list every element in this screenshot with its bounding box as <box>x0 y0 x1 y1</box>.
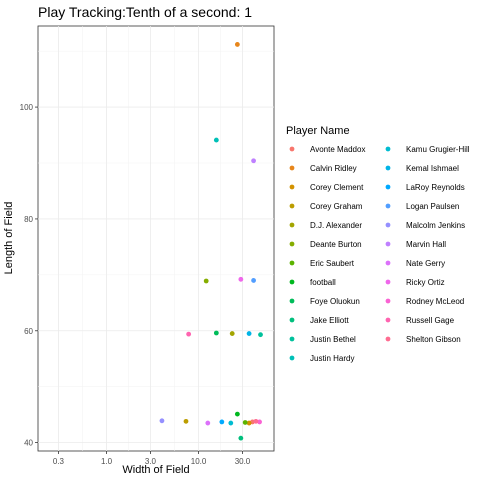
y-tick-label: 80 <box>24 215 33 224</box>
legend-key <box>385 222 391 228</box>
legend-label: Avonte Maddox <box>310 145 365 154</box>
legend-label: Kemal Ishmael <box>406 164 459 173</box>
legend: Player Name Avonte Maddox Calvin Ridley Co… <box>286 125 470 363</box>
data-point <box>228 420 234 426</box>
legend-key <box>385 184 391 190</box>
x-tick-label: 30.0 <box>235 457 251 466</box>
legend-label: D.J. Alexander <box>310 221 362 230</box>
legend-label: Corey Graham <box>310 202 363 211</box>
data-point <box>258 332 263 338</box>
legend-label: LaRoy Reynolds <box>406 183 465 192</box>
legend-label: Calvin Ridley <box>310 164 357 173</box>
x-tick-label: 3.0 <box>145 457 157 466</box>
legend-key <box>289 355 295 361</box>
x-axis-ticks: 0.3 1.0 3.0 10.0 30.0 <box>53 451 251 466</box>
legend-key <box>385 298 391 304</box>
data-point <box>159 418 165 424</box>
legend-label: Corey Clement <box>310 183 364 192</box>
data-point <box>242 420 248 425</box>
legend-label: Foye Oluokun <box>310 297 360 306</box>
legend-key <box>385 336 391 342</box>
data-point <box>219 419 225 425</box>
legend-label: Ricky Ortiz <box>406 278 445 287</box>
legend-key <box>289 260 295 266</box>
legend-label: Nate Gerry <box>406 259 445 268</box>
data-point <box>238 276 244 282</box>
legend-label: Russell Gage <box>406 316 455 325</box>
data-point <box>257 419 262 425</box>
y-tick-label: 40 <box>24 439 33 448</box>
legend-key <box>385 241 391 247</box>
legend-label: Rodney McLeod <box>406 297 464 306</box>
data-point <box>183 418 189 424</box>
legend-key <box>289 279 295 285</box>
legend-label: Deante Burton <box>310 240 362 249</box>
data-point <box>251 278 256 283</box>
data-points <box>159 42 263 441</box>
x-tick-label: 0.3 <box>53 457 65 466</box>
data-point <box>238 435 244 441</box>
legend-key <box>385 165 391 171</box>
legend-key <box>289 203 295 209</box>
data-point <box>251 158 256 164</box>
legend-key <box>385 317 391 323</box>
grid-minor <box>38 26 274 451</box>
legend-key <box>289 298 295 304</box>
legend-label: Jake Elliott <box>310 316 349 325</box>
data-point <box>205 420 211 426</box>
data-point <box>229 331 235 336</box>
data-point <box>213 330 219 336</box>
legend-key <box>385 203 391 209</box>
legend-key <box>289 184 295 190</box>
data-point <box>253 418 259 424</box>
legend-key <box>289 317 295 323</box>
x-tick-label: 1.0 <box>101 457 113 466</box>
x-tick-label: 10.0 <box>191 457 207 466</box>
plot-panel <box>37 25 275 452</box>
legend-label: Shelton Gibson <box>406 335 461 344</box>
legend-key <box>289 165 295 171</box>
grid-major <box>38 26 274 451</box>
legend-label: Eric Saubert <box>310 259 355 268</box>
legend-items: Avonte Maddox Calvin Ridley Corey Clement C… <box>289 145 470 363</box>
legend-label: football <box>310 278 336 287</box>
chart-title: Play Tracking:Tenth of a second: 1 <box>38 4 252 20</box>
legend-title: Player Name <box>286 125 350 137</box>
data-point <box>203 278 209 284</box>
legend-key <box>289 336 295 342</box>
legend-key <box>385 279 391 285</box>
data-point <box>234 411 240 417</box>
y-tick-label: 60 <box>24 327 33 336</box>
y-axis-ticks: 40 60 80 100 <box>20 103 38 448</box>
data-point <box>213 137 219 143</box>
legend-label: Justin Hardy <box>310 354 354 363</box>
legend-label: Malcolm Jenkins <box>406 221 465 230</box>
x-axis-title: Width of Field <box>122 464 189 476</box>
legend-label: Justin Bethel <box>310 335 356 344</box>
legend-key <box>385 260 391 266</box>
legend-key <box>385 146 391 152</box>
data-point <box>246 331 252 336</box>
legend-label: Kamu Grugier-Hill <box>406 145 470 154</box>
legend-key <box>289 146 295 152</box>
y-tick-label: 100 <box>20 103 34 112</box>
data-point <box>186 331 192 337</box>
legend-label: Logan Paulsen <box>406 202 459 211</box>
data-point <box>234 42 240 47</box>
legend-key <box>289 241 295 247</box>
y-axis-title: Length of Field <box>3 202 15 275</box>
legend-label: Marvin Hall <box>406 240 446 249</box>
legend-key <box>289 222 295 228</box>
data-point <box>246 420 252 426</box>
